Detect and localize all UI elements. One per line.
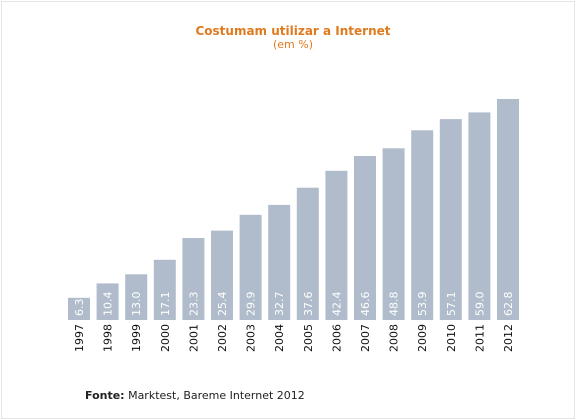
- value-label-2009: 53.9: [416, 292, 429, 317]
- bar-2002: [211, 230, 233, 320]
- bar-2007: [354, 156, 376, 320]
- value-label-2005: 37.6: [302, 292, 315, 317]
- bars-layer: [68, 99, 519, 321]
- x-tick-label-2012: 2012: [502, 324, 515, 352]
- x-tick-label-2004: 2004: [273, 324, 286, 352]
- value-label-1998: 10.4: [102, 292, 115, 317]
- source-label: Fonte:: [85, 389, 125, 402]
- bar-2001: [182, 238, 205, 320]
- bar-2000: [153, 259, 176, 320]
- x-tick-labels-layer: 1997 1998 1999 2000 2001 2002 2003 2004 2005 2006…: [73, 324, 515, 352]
- x-tick-label-1999: 1999: [130, 324, 143, 352]
- x-tick-label-2003: 2003: [245, 324, 258, 352]
- x-tick-label-2002: 2002: [216, 324, 229, 352]
- value-label-2001: 23.3: [187, 292, 200, 317]
- bar-1997: [68, 297, 90, 320]
- bar-2012: [497, 99, 519, 320]
- bar-2004: [268, 204, 291, 320]
- value-label-2011: 59.0: [473, 292, 486, 317]
- value-label-2007: 46.6: [359, 292, 372, 317]
- bar-2008: [382, 148, 405, 320]
- bar-2011: [468, 112, 491, 321]
- bar-1999: [125, 274, 148, 320]
- value-label-1999: 13.0: [130, 292, 143, 317]
- chart-title: Costumam utilizar a Internet: [195, 24, 391, 38]
- value-label-2010: 57.1: [445, 292, 458, 317]
- bar-2003: [239, 214, 262, 320]
- value-labels-layer: 6.3 10.4 13.0 17.1 23.3 25.4 29.9 32.7 37.6 42.4 4…: [73, 292, 515, 317]
- bar-2006: [325, 170, 348, 320]
- x-tick-label-2009: 2009: [416, 324, 429, 352]
- x-tick-label-2000: 2000: [159, 324, 172, 352]
- source-text: Marktest, Bareme Internet 2012: [124, 389, 305, 402]
- x-tick-label-2007: 2007: [359, 324, 372, 352]
- x-tick-label-2008: 2008: [388, 324, 401, 352]
- chart-subtitle: (em %): [272, 38, 313, 51]
- bar-2009: [411, 130, 434, 320]
- x-tick-label-2006: 2006: [330, 324, 343, 352]
- value-label-2006: 42.4: [330, 292, 343, 317]
- value-label-2012: 62.8: [502, 292, 515, 317]
- x-tick-label-1998: 1998: [102, 324, 115, 352]
- source-note: Fonte: Marktest, Bareme Internet 2012: [85, 389, 305, 402]
- value-label-2004: 32.7: [273, 292, 286, 317]
- bar-2010: [439, 119, 462, 320]
- value-label-2008: 48.8: [388, 292, 401, 317]
- x-tick-label-2011: 2011: [473, 324, 486, 352]
- x-tick-label-2001: 2001: [187, 324, 200, 352]
- value-label-1997: 6.3: [73, 299, 86, 317]
- bar-1998: [96, 283, 119, 320]
- value-label-2002: 25.4: [216, 292, 229, 317]
- x-tick-label-2005: 2005: [302, 324, 315, 352]
- x-tick-label-1997: 1997: [73, 324, 86, 352]
- bar-2005: [296, 187, 319, 320]
- value-label-2000: 17.1: [159, 292, 172, 317]
- x-tick-label-2010: 2010: [445, 324, 458, 352]
- value-label-2003: 29.9: [245, 292, 258, 317]
